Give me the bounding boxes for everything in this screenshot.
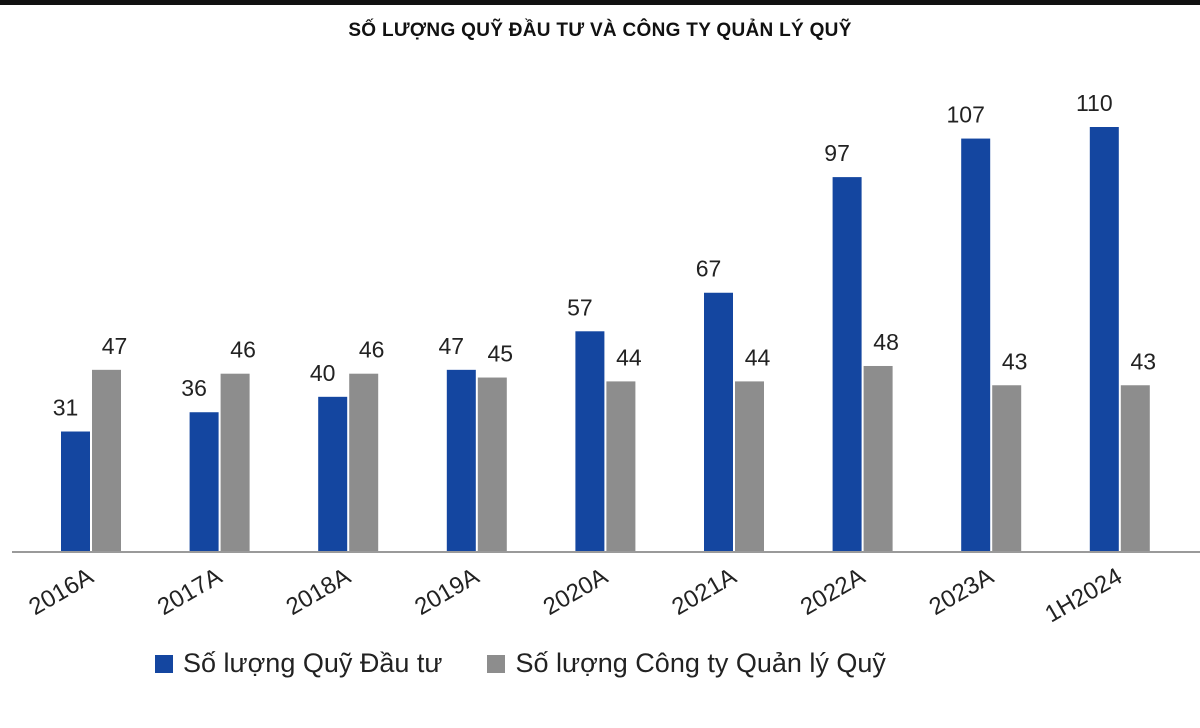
- x-tick-label: 2022A: [796, 563, 870, 621]
- bar-funds: [575, 331, 605, 551]
- legend-item-companies: Số lượng Công ty Quản lý Quỹ: [487, 648, 886, 679]
- data-label-companies: 46: [359, 337, 385, 363]
- bar-companies: [220, 373, 250, 551]
- legend-label-companies: Số lượng Công ty Quản lý Quỹ: [515, 648, 886, 678]
- bar-companies: [735, 381, 764, 551]
- data-label-funds: 36: [181, 375, 207, 401]
- data-label-companies: 46: [230, 337, 256, 363]
- data-label-companies: 45: [488, 341, 514, 367]
- data-label-companies: 48: [873, 329, 899, 355]
- data-label-funds: 57: [567, 294, 593, 320]
- data-label-funds: 107: [947, 102, 985, 128]
- data-label-funds: 97: [824, 140, 850, 166]
- x-tick-label: 2016A: [24, 563, 98, 621]
- x-tick-label: 2018A: [282, 563, 356, 621]
- data-label-companies: 43: [1131, 348, 1157, 374]
- x-tick-label: 2019A: [410, 563, 484, 621]
- bar-companies: [477, 377, 507, 551]
- x-tick-label: 1H2024: [1040, 563, 1126, 628]
- bar-companies: [992, 385, 1022, 551]
- x-tick-label: 2021A: [667, 563, 741, 621]
- bar-funds: [1089, 127, 1119, 551]
- data-label-funds: 47: [439, 333, 465, 359]
- data-label-funds: 67: [696, 256, 722, 282]
- data-label-companies: 44: [745, 344, 771, 370]
- chart-title: SỐ LƯỢNG QUỸ ĐẦU TƯ VÀ CÔNG TY QUẢN LÝ Q…: [348, 20, 852, 41]
- legend-swatch-companies: [487, 654, 506, 673]
- bar-funds: [61, 431, 90, 551]
- bar-companies: [92, 369, 121, 551]
- legend-label-funds: Số lượng Quỹ Đầu tư: [183, 648, 443, 678]
- x-tick-label: 2017A: [153, 563, 227, 621]
- data-label-companies: 43: [1002, 348, 1028, 374]
- legend: Số lượng Quỹ Đầu tư Số lượng Công ty Quả…: [155, 648, 931, 679]
- bar-funds: [189, 412, 219, 551]
- x-tick-label: 2023A: [925, 563, 999, 621]
- legend-swatch-funds: [155, 654, 173, 673]
- bar-companies: [349, 373, 379, 551]
- top-rule: [0, 0, 1200, 5]
- bar-funds: [961, 138, 991, 551]
- bar-companies: [1120, 385, 1150, 551]
- legend-item-funds: Số lượng Quỹ Đầu tư: [155, 648, 442, 679]
- data-label-funds: 110: [1076, 90, 1113, 116]
- data-label-companies: 44: [616, 344, 642, 370]
- x-tick-label: 2020A: [539, 563, 613, 621]
- data-label-companies: 47: [102, 333, 128, 359]
- data-label-funds: 40: [310, 360, 336, 386]
- data-label-funds: 31: [53, 395, 79, 421]
- bar-funds: [318, 396, 348, 551]
- bar-funds: [446, 369, 476, 551]
- bar-companies: [863, 365, 893, 551]
- bar-funds: [704, 292, 733, 551]
- bar-funds: [832, 177, 862, 552]
- bar-companies: [606, 381, 636, 551]
